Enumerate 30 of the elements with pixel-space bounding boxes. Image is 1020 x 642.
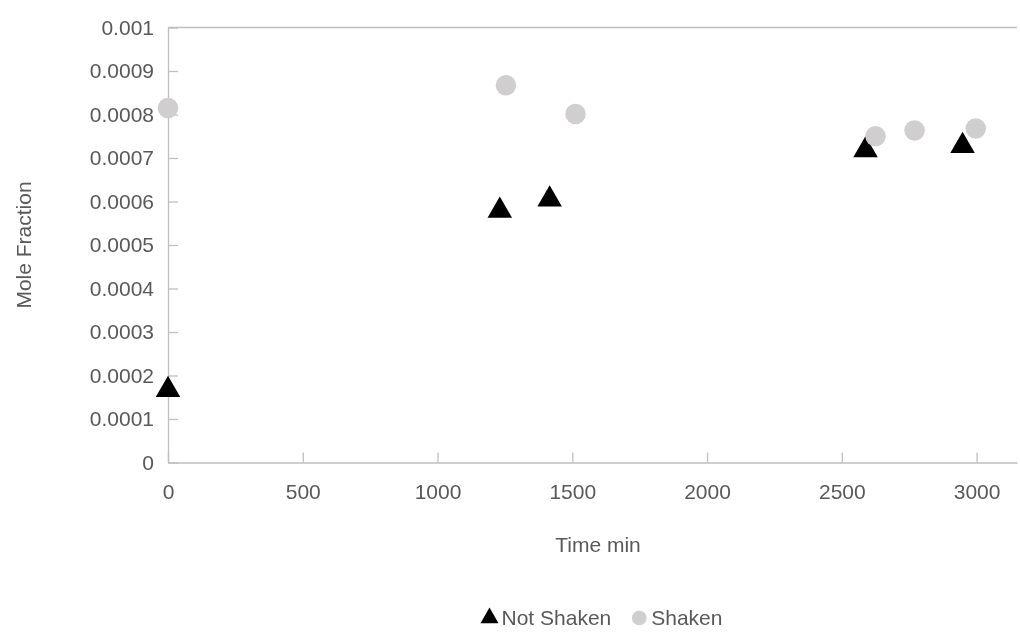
x-tick-label: 500	[285, 480, 321, 504]
x-tick-label: 2500	[818, 480, 866, 504]
x-tick-label: 0	[162, 480, 175, 504]
y-tick-label: 0.0003	[89, 320, 154, 344]
x-tick-label: 1500	[549, 480, 597, 504]
point	[565, 103, 586, 125]
point	[965, 118, 987, 139]
y-tick-label: 0.0007	[89, 146, 154, 170]
x-axis-title: Time min	[555, 533, 641, 556]
y-tick-label: 0.0005	[89, 233, 154, 257]
y-tick-label: 0.0001	[89, 407, 154, 431]
point	[495, 75, 517, 96]
y-tick-label: 0.0009	[89, 59, 154, 83]
x-tick-label: 3000	[953, 480, 1001, 504]
x-tick-label: 2000	[684, 480, 731, 504]
y-axis-title: Mole Fraction	[12, 181, 35, 309]
point	[537, 185, 562, 207]
y-tick-label: 0.0006	[89, 189, 154, 213]
y-tick-label: 0.0008	[89, 102, 154, 126]
x-tick-label: 1000	[414, 480, 462, 504]
y-tick-label: 0.0004	[89, 276, 155, 300]
y-tick-label: 0	[142, 450, 154, 474]
point	[865, 126, 886, 147]
legend-label: Not Shaken	[501, 606, 612, 629]
point	[157, 97, 179, 119]
y-tick-label: 0.0002	[89, 363, 154, 387]
legend-label: Shaken	[651, 606, 723, 629]
point	[155, 375, 181, 397]
y-tick-label: 0.001	[101, 15, 154, 39]
point	[904, 120, 925, 141]
